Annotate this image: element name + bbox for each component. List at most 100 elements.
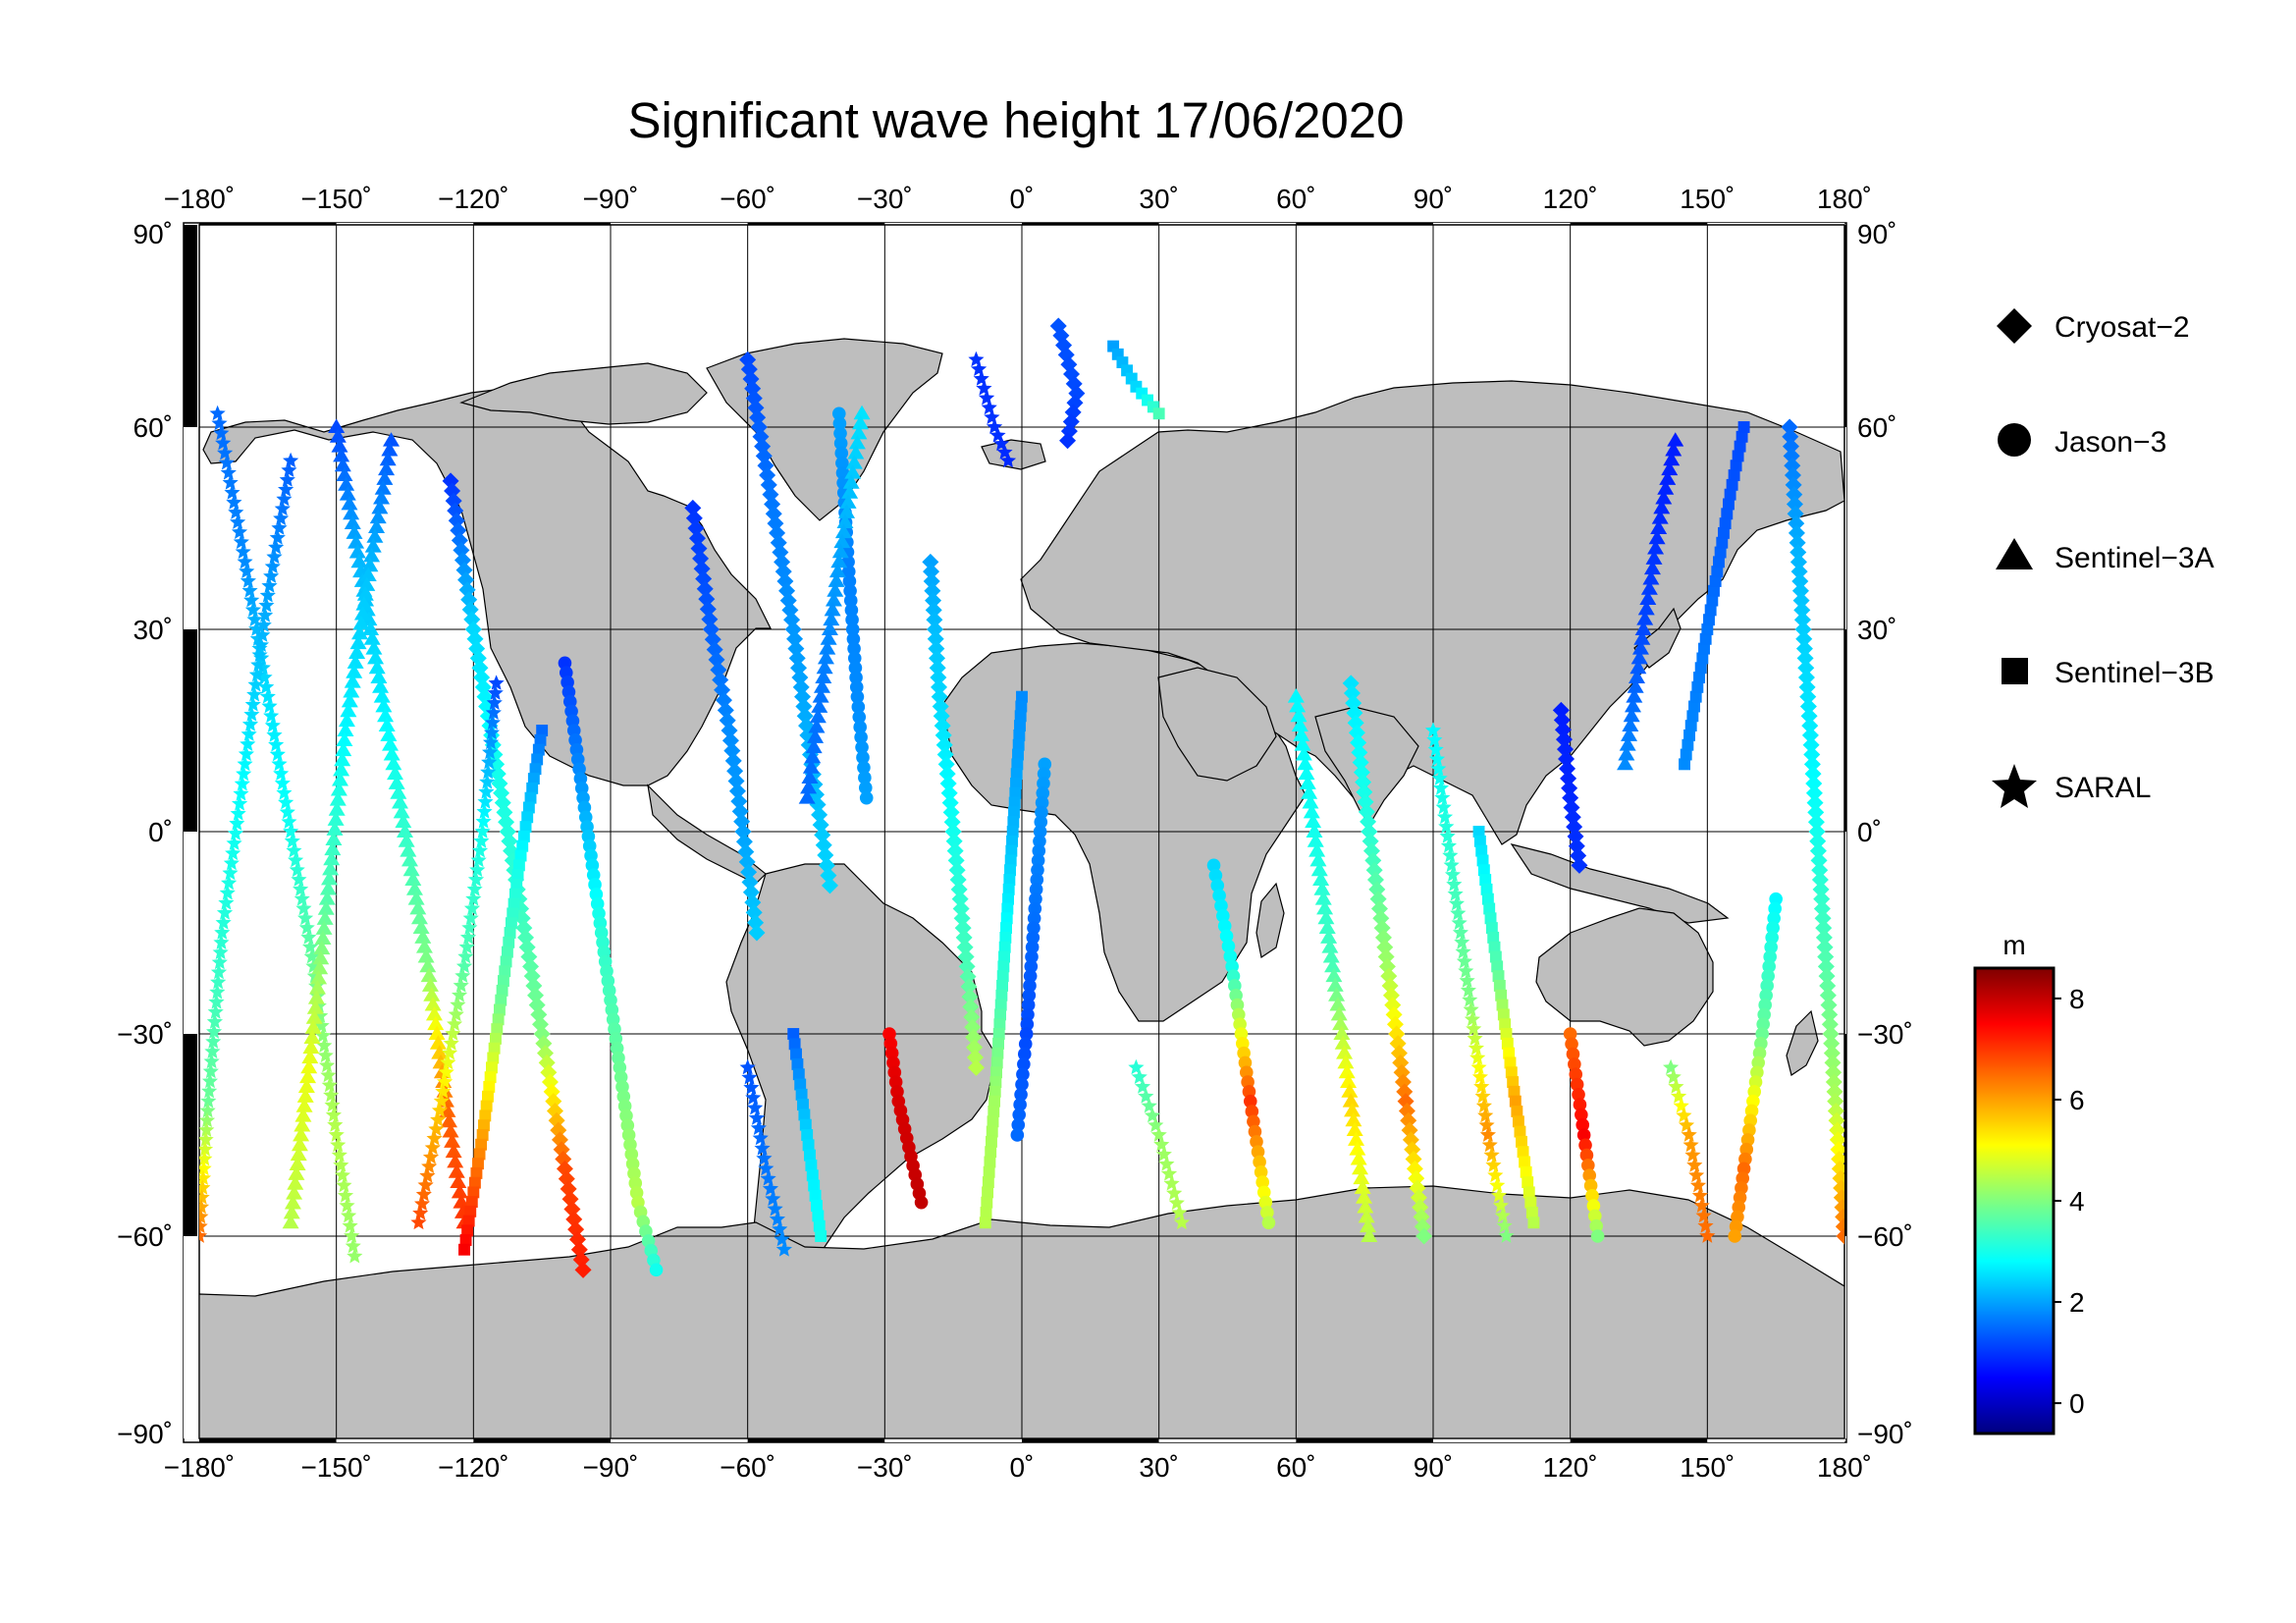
diamond-marker (1348, 724, 1365, 741)
diamond-marker (820, 867, 837, 885)
diamond-marker (934, 717, 951, 734)
diamond-marker (460, 591, 478, 609)
circle-marker (1038, 757, 1052, 772)
triangle-marker (1305, 813, 1322, 829)
square-marker (1719, 517, 1732, 530)
diamond-marker (1788, 524, 1805, 542)
star-marker (1434, 789, 1451, 805)
circle-marker (1017, 1047, 1032, 1061)
star-marker (1150, 1126, 1167, 1142)
diamond-marker (932, 697, 949, 715)
circle-marker (1581, 1159, 1595, 1172)
star-marker (276, 784, 293, 800)
star-marker (286, 842, 302, 858)
circle-marker (1017, 1057, 1031, 1071)
square-marker (470, 1166, 483, 1179)
star-marker (289, 861, 305, 878)
square-marker (1010, 768, 1023, 781)
star-marker (1682, 1136, 1699, 1153)
lon-tick-label: −90˚ (583, 1452, 639, 1483)
star-marker (774, 1230, 790, 1247)
diamond-marker (967, 1049, 985, 1066)
diamond-marker (684, 499, 702, 516)
star-marker (347, 1248, 363, 1264)
triangle-marker (805, 738, 823, 754)
diamond-marker (458, 581, 476, 599)
square-marker (503, 936, 515, 948)
diamond-marker (762, 486, 779, 504)
square-marker (1489, 950, 1502, 963)
triangle-marker (330, 782, 347, 796)
triangle-marker (1329, 997, 1347, 1011)
circle-marker (858, 781, 873, 795)
diamond-marker (934, 727, 952, 744)
circle-marker (1589, 1218, 1604, 1233)
square-marker (505, 917, 517, 930)
circle-marker (1578, 1138, 1592, 1153)
triangle-marker (284, 1195, 301, 1210)
triangle-marker (374, 480, 392, 495)
diamond-marker (688, 529, 706, 547)
diamond-marker (1342, 675, 1360, 692)
circle-marker (1563, 1027, 1577, 1041)
diamond-marker (818, 856, 835, 874)
diamond-marker (1805, 784, 1823, 802)
square-marker (1121, 364, 1134, 377)
diamond-marker (687, 519, 705, 537)
diamond-marker (1813, 899, 1831, 917)
triangle-marker (448, 1163, 465, 1178)
diamond-marker (1784, 466, 1801, 484)
square-marker (998, 941, 1011, 953)
star-marker (1163, 1175, 1180, 1191)
star-marker (314, 1027, 332, 1043)
square-marker (1472, 826, 1485, 838)
colorbar-tick-label: 8 (2069, 984, 2085, 1014)
star-marker (1141, 1098, 1157, 1113)
star-marker (199, 1111, 216, 1128)
star-marker (747, 1100, 764, 1115)
frame-bar-left (184, 1034, 197, 1236)
triangle-marker (328, 801, 346, 816)
square-marker (990, 1066, 1003, 1079)
triangle-marker (820, 630, 837, 645)
lat-tick-label: 90˚ (1857, 219, 1896, 249)
diamond-marker (956, 939, 974, 956)
triangle-marker (1623, 707, 1640, 723)
square-marker (1497, 1008, 1510, 1021)
square-marker (1735, 430, 1748, 443)
square-marker (1512, 1115, 1524, 1128)
triangle-marker (1357, 1199, 1374, 1214)
diamond-marker (943, 813, 961, 831)
triangle-marker (811, 698, 828, 713)
star-marker (224, 484, 240, 500)
diamond-marker (960, 978, 978, 996)
square-marker (517, 830, 530, 842)
triangle-marker (1634, 621, 1652, 635)
star-marker (479, 774, 496, 789)
frame-bar-left (184, 832, 197, 1034)
square-marker (1703, 614, 1715, 626)
diamond-marker (927, 621, 944, 638)
satellite-track (1728, 892, 1783, 1243)
square-marker (809, 1189, 822, 1202)
diamond-marker (1786, 495, 1803, 513)
star-marker (333, 1157, 349, 1172)
triangle-marker (358, 576, 376, 591)
triangle-marker (825, 592, 842, 607)
star-marker (445, 1025, 461, 1041)
lon-tick-label: −30˚ (857, 1452, 913, 1483)
circle-marker (841, 565, 856, 578)
star-marker (209, 984, 226, 1000)
satellite-track (558, 656, 664, 1277)
circle-marker (856, 750, 870, 765)
square-marker (1152, 407, 1165, 420)
diamond-marker (457, 571, 475, 589)
star-marker (243, 592, 260, 608)
star-marker (268, 736, 285, 752)
square-marker (1516, 1135, 1527, 1148)
diamond-marker (966, 1039, 984, 1056)
triangle-marker (299, 1068, 317, 1084)
triangle-marker (819, 640, 836, 655)
circle-marker (1035, 805, 1048, 820)
triangle-marker (286, 1185, 303, 1200)
